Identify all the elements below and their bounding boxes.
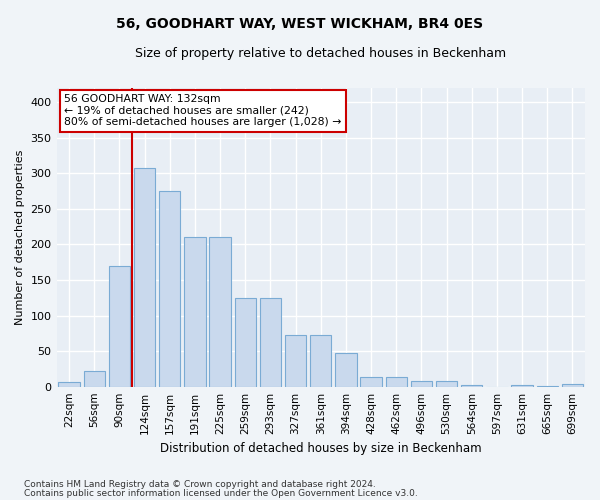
Bar — [411, 381, 432, 386]
Y-axis label: Number of detached properties: Number of detached properties — [15, 150, 25, 325]
Bar — [562, 384, 583, 386]
Text: Contains HM Land Registry data © Crown copyright and database right 2024.: Contains HM Land Registry data © Crown c… — [24, 480, 376, 489]
Bar — [335, 354, 356, 386]
Bar — [58, 382, 80, 386]
Bar — [235, 298, 256, 386]
Title: Size of property relative to detached houses in Beckenham: Size of property relative to detached ho… — [135, 48, 506, 60]
Bar — [184, 238, 206, 386]
Bar — [260, 298, 281, 386]
Bar — [361, 378, 382, 386]
Bar — [310, 335, 331, 386]
Bar — [436, 381, 457, 386]
X-axis label: Distribution of detached houses by size in Beckenham: Distribution of detached houses by size … — [160, 442, 482, 455]
Bar — [209, 238, 231, 386]
Bar — [511, 384, 533, 386]
Text: Contains public sector information licensed under the Open Government Licence v3: Contains public sector information licen… — [24, 489, 418, 498]
Bar — [386, 378, 407, 386]
Bar — [83, 371, 105, 386]
Text: 56, GOODHART WAY, WEST WICKHAM, BR4 0ES: 56, GOODHART WAY, WEST WICKHAM, BR4 0ES — [116, 18, 484, 32]
Bar — [159, 191, 181, 386]
Bar — [134, 168, 155, 386]
Bar — [109, 266, 130, 386]
Text: 56 GOODHART WAY: 132sqm
← 19% of detached houses are smaller (242)
80% of semi-d: 56 GOODHART WAY: 132sqm ← 19% of detache… — [64, 94, 342, 127]
Bar — [461, 384, 482, 386]
Bar — [285, 335, 307, 386]
